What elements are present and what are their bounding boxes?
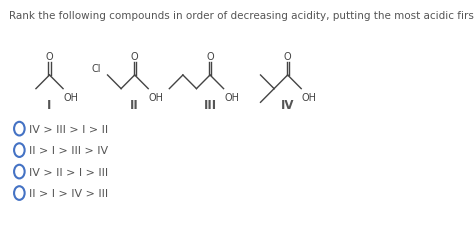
Text: OH: OH [64,92,79,102]
Text: O: O [46,52,53,62]
Text: II > I > IV > III: II > I > IV > III [29,188,108,198]
Text: OH: OH [224,92,239,102]
Text: IV > II > I > III: IV > II > I > III [29,167,108,177]
Text: Cl: Cl [91,64,101,74]
Text: O: O [131,52,138,62]
Text: III: III [203,98,217,111]
Text: II > I > III > IV: II > I > III > IV [29,145,108,155]
Text: O: O [206,52,214,62]
Text: I: I [47,98,52,111]
Text: II: II [130,98,139,111]
Text: O: O [284,52,292,62]
Text: Rank the following compounds in order of decreasing acidity, putting the most ac: Rank the following compounds in order of… [9,11,474,20]
Text: IV: IV [281,98,294,111]
Text: OH: OH [149,92,164,102]
Text: IV > III > I > II: IV > III > I > II [29,124,108,134]
Text: OH: OH [302,92,317,102]
